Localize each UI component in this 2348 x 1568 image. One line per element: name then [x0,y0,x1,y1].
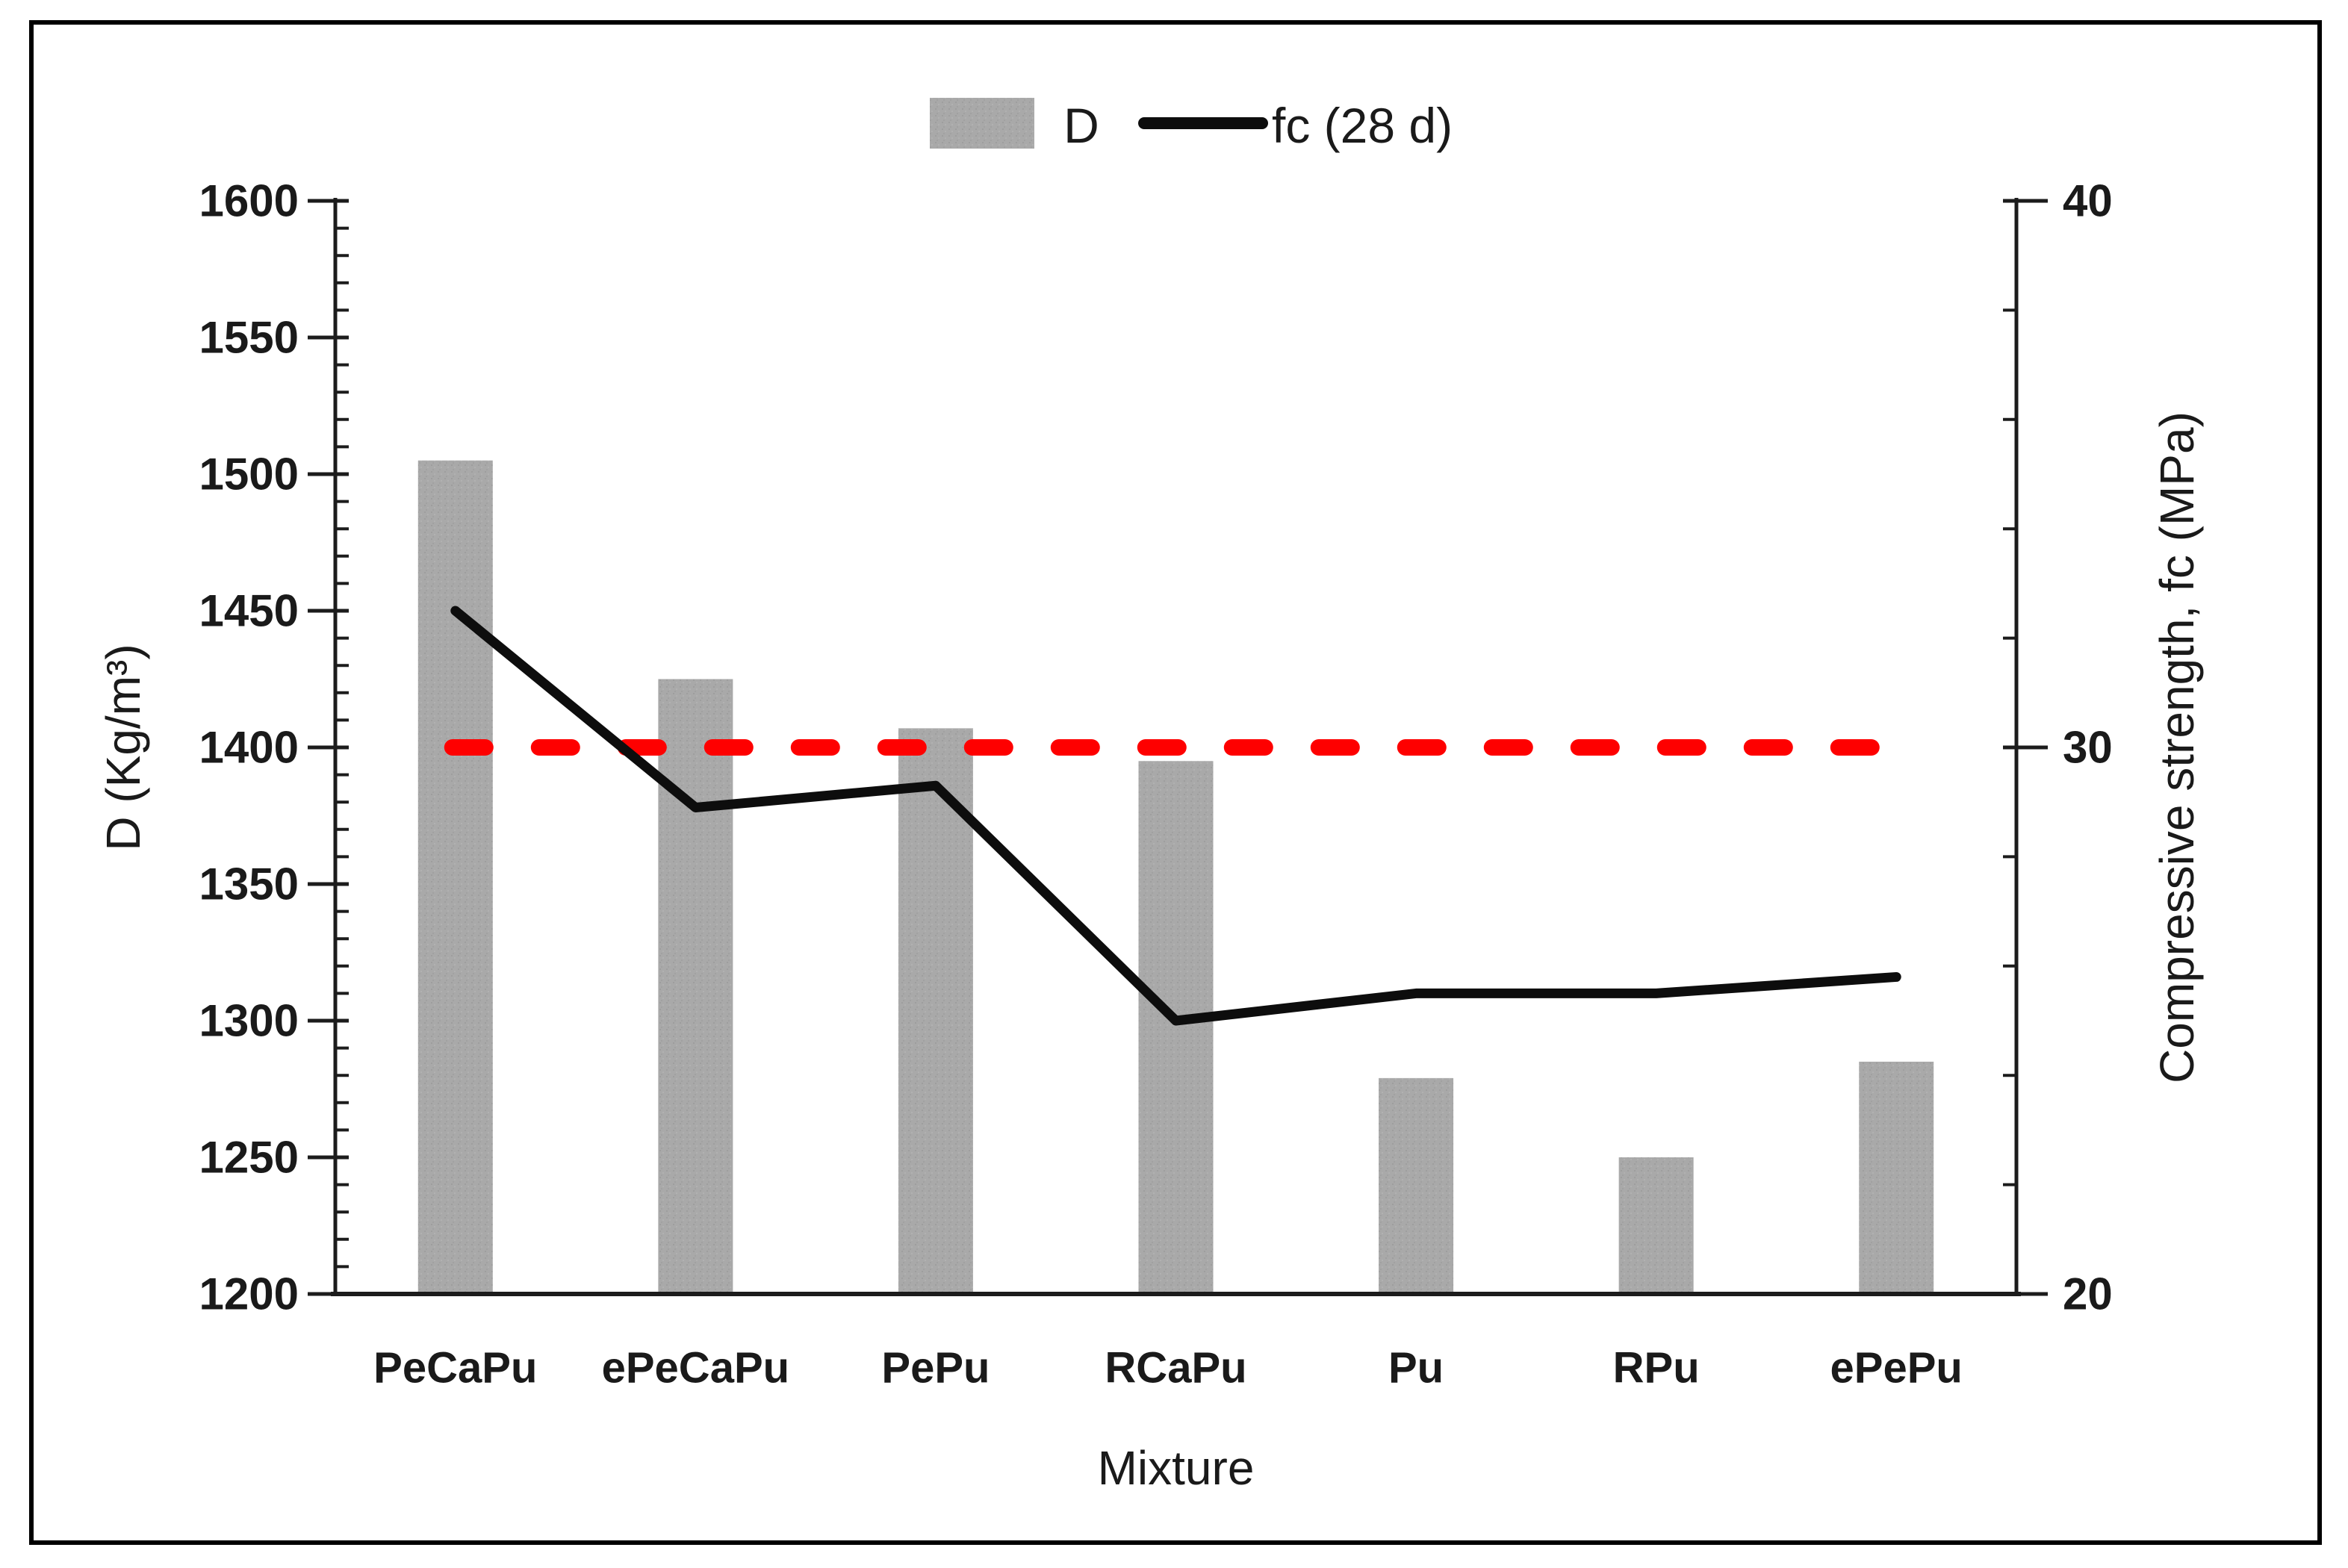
bar-PePu [898,728,973,1294]
left-tick-label: 1450 [199,586,299,636]
left-tick-label: 1350 [199,859,299,909]
bar-PeCaPu [417,460,493,1295]
legend-label-d: D [1063,98,1099,153]
bar-ePePu [1859,1061,1934,1294]
right-axis-title: Compressive strength, fc (MPa) [2150,411,2204,1083]
category-label-PeCaPu: PeCaPu [373,1344,537,1393]
bar-RPu [1618,1157,1694,1294]
right-tick-label: 20 [2063,1269,2113,1319]
left-tick-label: 1600 [199,176,299,226]
right-tick-label: 30 [2063,723,2113,773]
left-tick-label: 1400 [199,723,299,773]
bar-ePeCaPu [658,679,733,1294]
legend: D fc (28 d) [930,98,1453,153]
category-label-ePePu: ePePu [1830,1344,1963,1393]
left-tick-label: 1200 [199,1269,299,1319]
category-label-ePeCaPu: ePeCaPu [602,1344,789,1393]
bar-RCaPu [1138,761,1214,1294]
left-tick-label: 1250 [199,1133,299,1183]
left-tick-label: 1300 [199,996,299,1046]
category-label-RCaPu: RCaPu [1105,1344,1246,1393]
right-tick-label: 40 [2063,176,2113,226]
legend-label-fc: fc (28 d) [1272,98,1453,153]
figure-border [29,20,2322,1545]
bar-Pu [1379,1077,1454,1294]
left-tick-label: 1550 [199,313,299,363]
category-label-Pu: Pu [1388,1344,1444,1393]
category-label-PePu: PePu [881,1344,990,1393]
x-axis-title: Mixture [1098,1441,1255,1495]
plot-area: 1600 1550 1500 1450 1400 1350 1300 1250 1200 40 30… [96,176,2204,1496]
left-axis-title: D (Kg/m³) [96,644,150,850]
fc-line [450,606,1901,1026]
legend-bar-swatch [930,98,1034,149]
left-tick-label: 1500 [199,449,299,500]
category-label-RPu: RPu [1613,1344,1700,1393]
